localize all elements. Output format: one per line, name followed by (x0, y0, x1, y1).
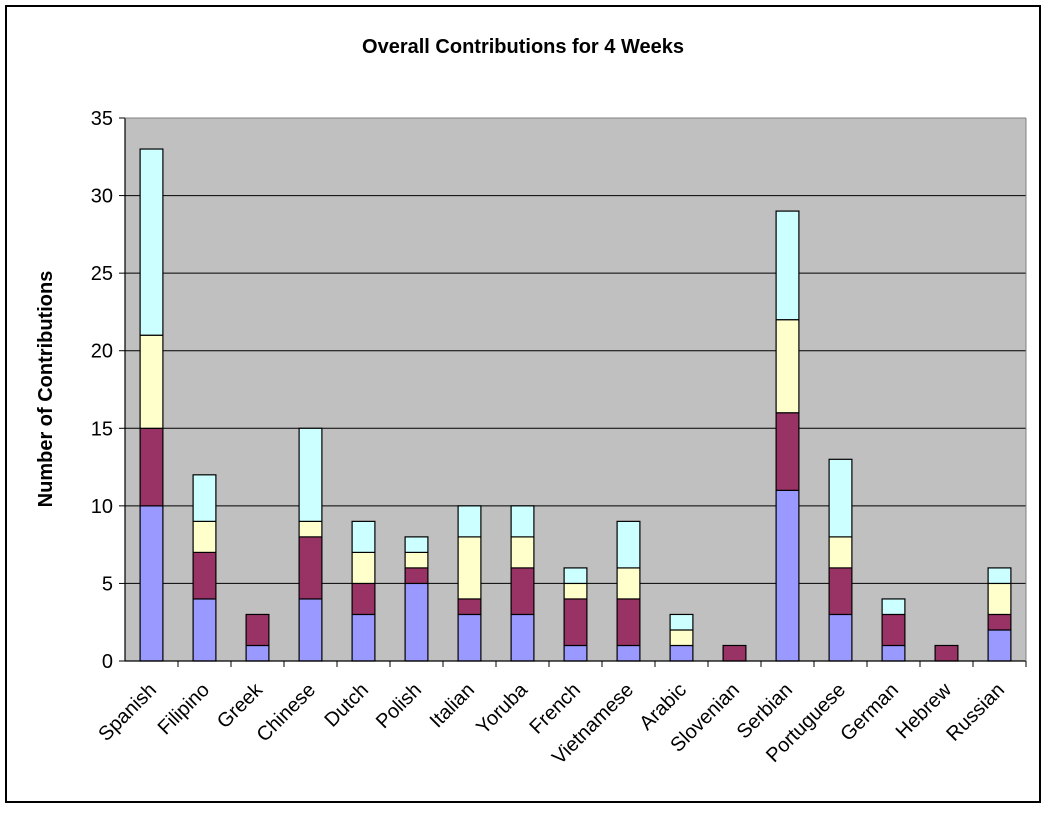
bar-segment (881, 598, 906, 616)
bar-segment (669, 629, 694, 647)
bar-segment (139, 148, 164, 336)
x-tick-label: Chinese (253, 679, 320, 746)
bar-segment (404, 536, 429, 554)
y-tick-label: 5 (102, 573, 113, 595)
bar-segment (616, 598, 641, 647)
bar-segment (881, 644, 906, 662)
bar-segment (351, 520, 376, 553)
bar-segment (510, 567, 535, 616)
bar-segment (563, 582, 588, 600)
bar-segment (139, 334, 164, 429)
bar-segment (192, 598, 217, 662)
bar-segment (298, 427, 323, 522)
bar-segment (828, 458, 853, 538)
bar-segment (775, 489, 800, 662)
bar-segment (298, 520, 323, 538)
x-tick-label: Italian (426, 679, 479, 732)
chart-title: Overall Contributions for 4 Weeks (362, 36, 684, 58)
bar-segment (563, 598, 588, 647)
bar-segment (616, 644, 641, 662)
y-tick-label: 35 (91, 108, 113, 130)
y-tick-label: 0 (102, 651, 113, 673)
bar-segment (987, 613, 1012, 631)
bar-segment (722, 644, 747, 662)
bar-segment (828, 567, 853, 616)
bar-segment (457, 598, 482, 616)
bar-segment (775, 412, 800, 491)
bar-segment (510, 536, 535, 569)
bar-segment (987, 582, 1012, 616)
bar-segment (192, 474, 217, 522)
bar-segment (298, 598, 323, 662)
bar-segment (245, 613, 270, 647)
bar-segment (245, 644, 270, 662)
x-tick-label: Yoruba (472, 678, 532, 738)
bar-segment (139, 505, 164, 662)
bar-segment (404, 567, 429, 585)
x-tick-label: German (836, 679, 903, 746)
bar-segment (987, 629, 1012, 662)
y-axis-label: Number of Contributions (35, 271, 57, 508)
x-tick-label: Polish (372, 679, 426, 733)
y-tick-label: 10 (91, 496, 113, 518)
bar-segment (351, 551, 376, 585)
bar-segment (775, 210, 800, 321)
y-tick-labels: 0 5 10 15 20 25 30 35 (91, 108, 113, 673)
bar-segment (563, 567, 588, 585)
axes (119, 117, 1027, 667)
bar-segment (669, 644, 694, 662)
x-tick-label: Spanish (94, 679, 161, 746)
bar-segment (457, 505, 482, 538)
bar-segment (616, 567, 641, 600)
bar-segment (669, 613, 694, 631)
bar-segment (404, 551, 429, 569)
bars (139, 148, 1012, 662)
bar-segment (775, 319, 800, 414)
bar-segment (457, 536, 482, 600)
bar-segment (404, 582, 429, 662)
y-tick-label: 30 (91, 186, 113, 208)
bar-segment (987, 567, 1012, 585)
bar-segment (510, 613, 535, 662)
bar-segment (828, 613, 853, 662)
bar-segment (563, 644, 588, 662)
y-tick-label: 25 (91, 263, 113, 285)
bar-segment (192, 520, 217, 553)
bar-segment (351, 613, 376, 662)
x-tick-label: Russian (942, 679, 1009, 746)
x-tick-label: Filipino (154, 679, 214, 739)
y-tick-label: 20 (91, 341, 113, 363)
bar-segment (828, 536, 853, 569)
bar-segment (192, 551, 217, 600)
bar-segment (881, 613, 906, 647)
y-tick-label: 15 (91, 418, 113, 440)
bar-segment (616, 520, 641, 569)
x-tick-label: Dutch (321, 679, 374, 732)
bar-segment (510, 505, 535, 538)
bar-segment (139, 427, 164, 507)
bar-segment (351, 582, 376, 616)
bar-segment (298, 536, 323, 600)
bar-segment (934, 644, 959, 662)
bar-segment (457, 613, 482, 662)
